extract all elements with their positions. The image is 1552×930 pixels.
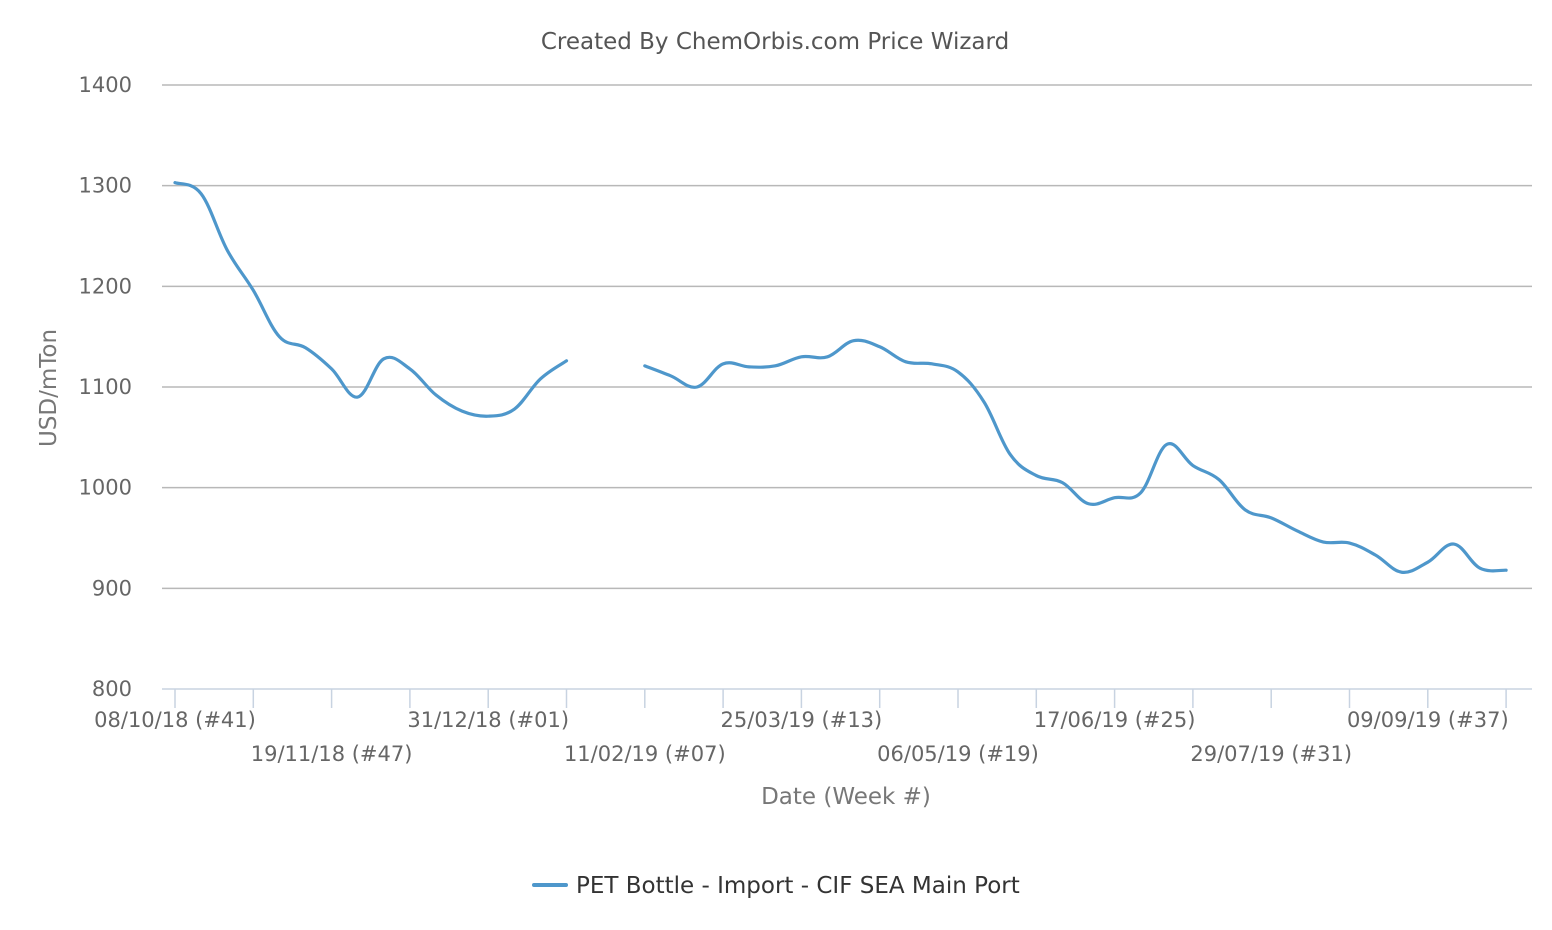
y-tick-label: 1100 xyxy=(79,375,132,399)
y-tick-label: 1300 xyxy=(79,174,132,198)
series-line[interactable] xyxy=(643,338,1508,574)
y-tick-label: 800 xyxy=(92,677,132,701)
x-axis-tick-labels: 08/10/18 (#41) 19/11/18 (#47) 31/12/18 (#0… xyxy=(94,708,1509,766)
legend[interactable]: PET Bottle - Import - CIF SEA Main Port xyxy=(532,873,1020,899)
y-tick-label: 900 xyxy=(92,576,132,600)
chart-title: Created By ChemOrbis.com Price Wizard xyxy=(541,29,1009,55)
y-tick-label: 1200 xyxy=(79,274,132,298)
x-tick-label: 08/10/18 (#41) xyxy=(94,708,256,732)
x-axis-title: Date (Week #) xyxy=(761,784,931,810)
x-tick-label: 25/03/19 (#13) xyxy=(721,708,883,732)
y-tick-label: 1000 xyxy=(79,476,132,500)
x-axis-tick-marks xyxy=(174,689,1507,708)
gridlines xyxy=(162,84,1532,590)
series-line[interactable] xyxy=(173,181,569,418)
y-axis-title: USD/mTon xyxy=(36,329,62,447)
series-lines xyxy=(173,181,1508,574)
y-axis-tick-labels: 800 900 1000 1100 1200 1300 1400 xyxy=(79,73,132,701)
y-tick-label: 1400 xyxy=(79,73,132,97)
x-tick-label: 06/05/19 (#19) xyxy=(877,742,1039,766)
legend-item-label: PET Bottle - Import - CIF SEA Main Port xyxy=(576,873,1020,899)
x-tick-label: 31/12/18 (#01) xyxy=(407,708,569,732)
x-tick-label: 11/02/19 (#07) xyxy=(564,742,726,766)
x-tick-label: 09/09/19 (#37) xyxy=(1347,708,1509,732)
x-tick-label: 17/06/19 (#25) xyxy=(1034,708,1196,732)
x-tick-label: 19/11/18 (#47) xyxy=(251,742,413,766)
x-tick-label: 29/07/19 (#31) xyxy=(1190,742,1352,766)
